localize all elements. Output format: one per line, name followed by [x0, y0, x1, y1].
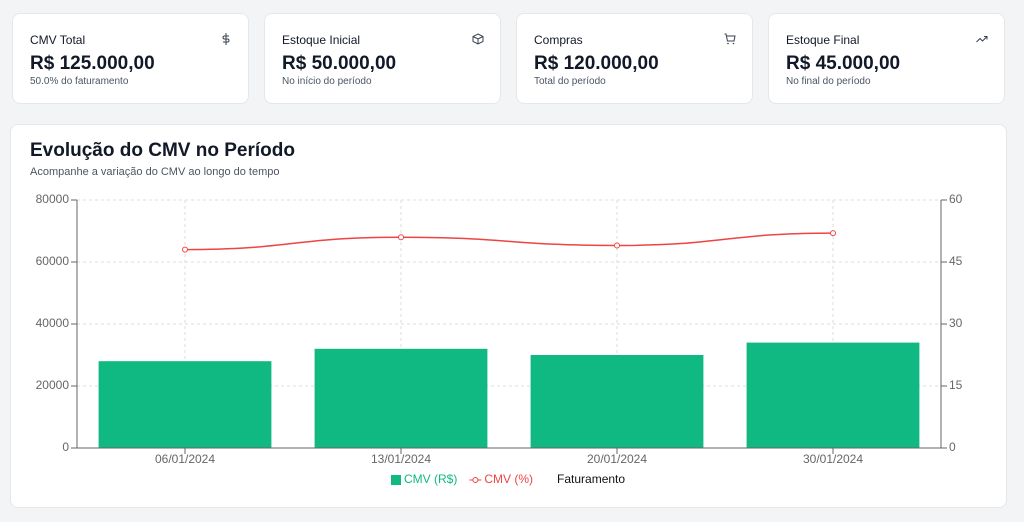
card-note: No início do período: [282, 76, 372, 87]
box-icon: [472, 33, 484, 45]
y-tick-label: 80000: [36, 192, 70, 206]
chart-title: Evolução do CMV no Período: [30, 140, 295, 161]
x-tick-label: 30/01/2024: [803, 452, 863, 466]
y2-tick-label: 45: [949, 254, 963, 268]
x-tick-label: 06/01/2024: [155, 452, 215, 466]
y2-tick-label: 15: [949, 378, 963, 392]
bar: [746, 342, 920, 448]
y2-tick-label: 0: [949, 440, 956, 454]
y2-tick-label: 30: [949, 316, 963, 330]
legend-swatch: [472, 477, 479, 483]
card-title: Estoque Inicial: [282, 33, 361, 47]
card-title: Compras: [534, 33, 583, 47]
point: [182, 246, 188, 253]
dollar-icon: [222, 33, 230, 45]
y-tick-label: 40000: [36, 316, 70, 330]
legend-label: Faturamento: [557, 472, 625, 486]
card-value: R$ 125.000,00: [30, 53, 155, 74]
point: [398, 234, 404, 241]
bar: [98, 361, 272, 448]
chart: Evolução do CMV no Período Acompanhe a v…: [30, 140, 963, 486]
legend-swatch: [391, 475, 401, 485]
cart-icon: [724, 33, 736, 45]
card-value: R$ 45.000,00: [786, 53, 901, 74]
card-title: Estoque Final: [786, 33, 860, 47]
y-tick-label: 0: [62, 440, 69, 454]
card-title: CMV Total: [30, 33, 86, 47]
legend-label: CMV (R$): [404, 472, 457, 486]
card: Estoque Final R$ 45.000,00 No final do per…: [768, 13, 1005, 104]
x-tick-label: 20/01/2024: [587, 452, 647, 466]
point: [614, 242, 620, 249]
point: [830, 230, 836, 237]
bar: [530, 355, 704, 448]
legend-label: CMV (%): [484, 472, 533, 486]
card-value: R$ 120.000,00: [534, 53, 659, 74]
card: CMV Total R$ 125.000,00 50.0% do faturamen…: [12, 13, 249, 104]
card-note: 50.0% do faturamento: [30, 76, 129, 87]
chart-subtitle: Acompanhe a variação do CMV ao longo do …: [30, 166, 280, 178]
x-tick-label: 13/01/2024: [371, 452, 431, 466]
card-value: R$ 50.000,00: [282, 53, 397, 74]
card: Compras R$ 120.000,00 Total do período: [516, 13, 753, 104]
line: [184, 232, 834, 251]
card-note: Total do período: [534, 76, 606, 87]
chart-panel: Evolução do CMV no Período Acompanhe a v…: [10, 124, 1007, 508]
y-tick-label: 60000: [36, 254, 70, 268]
bar: [314, 348, 488, 448]
card: Estoque Inicial R$ 50.000,00 No início do …: [264, 13, 501, 104]
trend-icon: [976, 36, 988, 43]
y2-tick-label: 60: [949, 192, 963, 206]
y-tick-label: 20000: [36, 378, 70, 392]
card-note: No final do período: [786, 76, 871, 87]
